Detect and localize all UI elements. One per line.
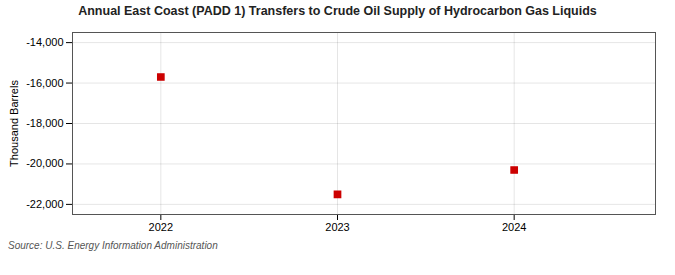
svg-text:2022: 2022 <box>149 221 173 233</box>
svg-text:-16,000: -16,000 <box>26 77 63 89</box>
svg-text:2023: 2023 <box>325 221 349 233</box>
html-text:Source: U.S. Energy Informatio: Source: U.S. Energy Information Administ… <box>8 240 218 251</box>
svg-text:-22,000: -22,000 <box>26 198 63 210</box>
svg-text:2024: 2024 <box>502 221 526 233</box>
svg-text:Thousand Barrels: Thousand Barrels <box>8 80 20 167</box>
svg-text:-20,000: -20,000 <box>26 157 63 169</box>
svg-text:-18,000: -18,000 <box>26 117 63 129</box>
html-text:Annual East Coast (PADD 1) Tra: Annual East Coast (PADD 1) Transfers to … <box>78 4 597 18</box>
svg-text:-14,000: -14,000 <box>26 36 63 48</box>
